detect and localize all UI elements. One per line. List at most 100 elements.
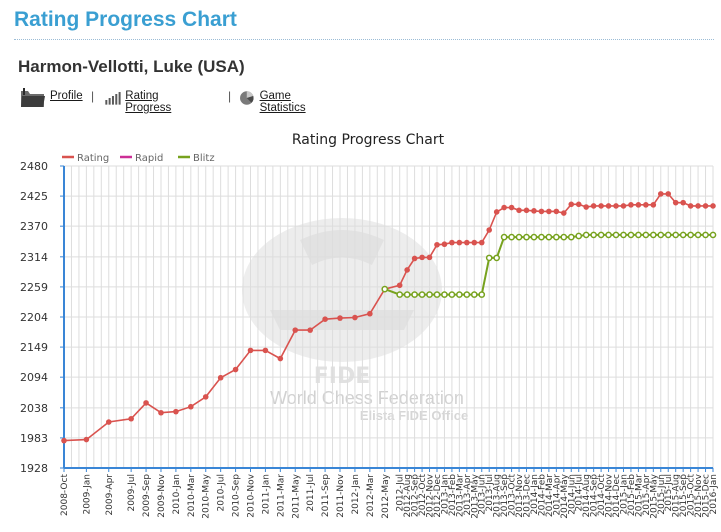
data-point [173,408,179,415]
data-point [500,233,508,241]
x-tick-label: 2010-Jul [217,474,227,512]
data-point [702,231,709,239]
y-tick-label: 2038 [20,402,48,415]
x-tick-label: 2015-Apr [642,474,652,516]
y-tick-label: 2425 [20,190,48,203]
data-point [262,347,269,354]
nav-profile[interactable]: Profile [20,87,83,109]
data-point [575,232,583,240]
x-tick-label: 2013-Oct [508,474,518,516]
data-point [582,231,590,239]
x-tick-label: 2013-Aug [493,474,503,518]
data-point [367,310,373,317]
x-tick-label: 2015-Aug [672,474,682,518]
nav-label-game-statistics[interactable]: Game Statistics [259,90,306,114]
data-point [508,204,515,211]
x-tick-label: 2010-Mar [187,474,197,517]
data-point [665,191,672,197]
data-point [463,291,471,298]
data-point [590,203,597,209]
x-tick-label: 2009-Jul [127,474,137,512]
data-point [635,231,642,239]
data-point [217,374,224,381]
x-tick-label: 2011-Sep [321,474,331,517]
data-point [694,231,702,239]
data-point [568,201,575,208]
page-title: Rating Progress Chart [14,8,237,31]
x-tick-label: 2015-Oct [687,474,697,516]
data-point [642,231,650,239]
data-point [202,394,209,400]
x-tick-label: 2013-May [470,473,480,518]
data-point [628,202,634,208]
x-tick-label: 2014-Oct [597,474,607,516]
nav-label-rating-progress[interactable]: Rating Progress [125,90,172,114]
x-tick-label: 2014-Aug [582,474,592,518]
data-point [627,231,635,239]
data-point [337,315,343,321]
data-point [598,203,604,209]
legend-label: Rapid [135,153,163,164]
data-point [277,355,284,362]
data-point [672,231,680,239]
x-tick-label: 2013-Mar [455,474,465,517]
data-point [441,241,448,248]
x-tick-label: 2009-Sep [142,474,152,517]
x-tick-label: 2012-Mar [366,474,376,517]
nav-label-profile[interactable]: Profile [50,90,83,102]
data-point [426,291,433,298]
data-point [441,291,448,298]
data-point [493,209,500,215]
y-tick-label: 1983 [20,432,48,445]
x-tick-label: 2010-Nov [246,473,256,517]
nav-game-statistics[interactable]: Game Statistics [238,87,314,114]
data-point [605,203,612,209]
x-tick-label: 2014-Dec [612,474,622,518]
watermark-logo-text: FIDE [314,364,371,389]
y-tick-label: 2480 [20,160,48,173]
x-tick-label: 2011-May [291,473,301,518]
data-point [649,231,657,239]
data-point [396,282,403,289]
data-point [322,316,328,322]
nav-separator: | [91,89,95,103]
x-tick-label: 2011-Jan [261,474,271,515]
x-tick-label: 2012-Aug [403,474,413,518]
watermark-line2: Elista FIDE Office [360,408,468,423]
x-tick-label: 2015-Sep [679,474,689,517]
data-point [679,231,687,239]
grid [63,165,714,469]
y-tick-label: 1928 [20,462,48,475]
x-tick-label: 2015-Jun [657,474,667,515]
data-point [493,254,501,262]
x-tick-label: 2009-Jan [82,474,92,515]
data-point [478,239,485,246]
x-tick-label: 2014-Jun [567,474,577,515]
data-point [381,285,389,293]
x-tick-label: 2011-Mar [276,474,286,517]
data-point [523,207,530,214]
x-tick-label: 2015-Dec [702,474,712,518]
data-point [292,327,299,333]
bar-chart-icon [105,92,121,105]
data-point [501,204,507,211]
data-point [702,203,709,209]
x-tick-label: 2012-Sep [411,474,421,517]
data-point [232,366,239,373]
series-line [63,193,713,442]
x-tick-label: 2015-Feb [627,474,637,516]
data-point [158,409,164,416]
data-point [83,436,90,443]
series-blitz [381,231,717,298]
data-point [143,400,149,406]
data-point [448,291,456,298]
y-tick-label: 2204 [20,311,48,324]
data-point [583,204,589,210]
x-tick-label: 2009-Apr [105,474,115,516]
nav-rating-progress[interactable]: Rating Progress [104,87,180,114]
data-point [538,233,545,241]
data-point [560,233,568,241]
data-point [695,203,701,209]
data-point [471,239,478,246]
x-tick-label: 2015-May [649,473,659,518]
